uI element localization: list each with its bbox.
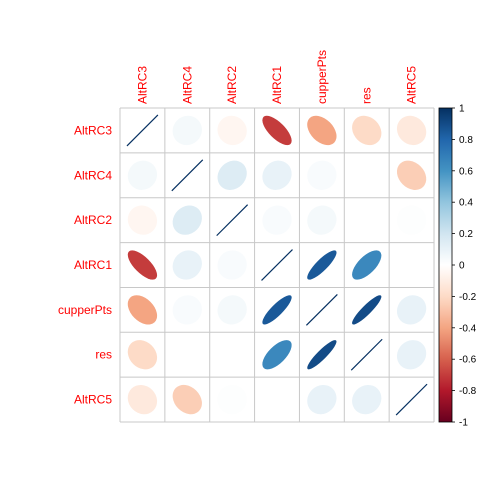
- row-label-AltRC4: AltRC4: [74, 168, 112, 182]
- cell-res-AltRC4: [172, 340, 202, 370]
- cell-AltRC2-AltRC2: [216, 204, 249, 237]
- cell-AltRC5-res: [352, 384, 382, 415]
- cell-AltRC4-AltRC3: [127, 160, 158, 190]
- cell-cupperPts-cupperPts: [305, 293, 338, 326]
- cell-res-AltRC5: [396, 340, 427, 370]
- colorbar-gradient: [438, 107, 453, 423]
- cell-AltRC1-res: [352, 250, 382, 280]
- row-label-AltRC3: AltRC3: [74, 123, 112, 137]
- cell-AltRC5-AltRC1: [262, 384, 292, 415]
- row-label-AltRC2: AltRC2: [74, 213, 112, 227]
- column-label-AltRC2: AltRC2: [225, 66, 239, 104]
- row-labels: AltRC3 AltRC4 AltRC2 AltRC1 cupperPts res AltR…: [58, 123, 112, 406]
- colorbar-tick-label: 0.8: [459, 135, 473, 146]
- colorbar-tick-label: 0.4: [459, 198, 473, 209]
- cell-AltRC3-AltRC4: [172, 115, 202, 146]
- cell-AltRC4-AltRC1: [262, 160, 292, 190]
- cell-AltRC1-cupperPts: [307, 250, 337, 280]
- colorbar-tick-label: -0.6: [459, 355, 477, 366]
- cell-res-res: [350, 338, 383, 371]
- cell-AltRC1-AltRC5: [396, 250, 427, 280]
- column-label-cupperPts: cupperPts: [315, 50, 329, 104]
- cell-AltRC3-cupperPts: [307, 115, 337, 146]
- cell-AltRC5-AltRC2: [217, 384, 247, 415]
- row-label-AltRC1: AltRC1: [74, 258, 112, 272]
- colorbar-tick-label: -0.8: [459, 386, 477, 397]
- correlation-cells: [119, 107, 435, 423]
- cell-res-AltRC2: [217, 340, 247, 370]
- cell-cupperPts-AltRC1: [262, 295, 292, 325]
- cell-AltRC2-AltRC3: [127, 205, 158, 235]
- row-label-cupperPts: cupperPts: [58, 303, 112, 317]
- cell-AltRC4-res: [352, 160, 382, 190]
- cell-AltRC1-AltRC1: [261, 249, 293, 281]
- cell-AltRC5-cupperPts: [307, 384, 337, 415]
- column-label-AltRC4: AltRC4: [180, 66, 194, 104]
- column-label-AltRC3: AltRC3: [135, 66, 149, 104]
- cell-cupperPts-AltRC4: [172, 295, 202, 325]
- column-label-AltRC1: AltRC1: [270, 66, 284, 104]
- cell-res-cupperPts: [307, 340, 337, 370]
- cell-cupperPts-AltRC2: [217, 295, 247, 325]
- cell-AltRC2-cupperPts: [307, 205, 337, 235]
- cell-cupperPts-AltRC5: [396, 295, 427, 325]
- colorbar-tick-label: 0.2: [459, 229, 473, 240]
- colorbar-tick-label: 1: [459, 104, 465, 115]
- cell-AltRC3-AltRC1: [262, 115, 292, 146]
- cell-AltRC5-AltRC4: [172, 384, 202, 415]
- row-label-res: res: [95, 348, 112, 362]
- cell-cupperPts-AltRC3: [127, 295, 158, 325]
- colorbar-tick-label: -0.4: [459, 323, 477, 334]
- colorbar-tick-label: -1: [459, 418, 468, 429]
- cell-AltRC2-AltRC5: [396, 205, 427, 235]
- cell-cupperPts-res: [352, 295, 382, 325]
- column-label-res: res: [360, 87, 374, 104]
- colorbar: 1 0.8 0.6 0.4 0.2 0 -0.2 -0.4 -0.6 -0.8 -1: [438, 104, 477, 429]
- colorbar-tick-label: 0.6: [459, 166, 473, 177]
- cell-AltRC4-AltRC2: [217, 160, 247, 190]
- cell-AltRC4-AltRC4: [171, 159, 204, 192]
- column-labels: AltRC3 AltRC4 AltRC2 AltRC1 cupperPts res AltR…: [135, 50, 418, 104]
- cell-AltRC4-AltRC5: [396, 160, 427, 190]
- cell-AltRC4-cupperPts: [307, 160, 337, 190]
- cell-AltRC5-AltRC5: [395, 383, 428, 416]
- cell-res-AltRC1: [262, 340, 292, 370]
- colorbar-tick-label: 0: [459, 261, 465, 272]
- cell-AltRC2-res: [352, 205, 382, 235]
- row-label-AltRC5: AltRC5: [74, 393, 112, 407]
- cell-AltRC3-res: [352, 115, 382, 146]
- column-label-AltRC5: AltRC5: [405, 66, 419, 104]
- cell-AltRC1-AltRC3: [127, 250, 158, 280]
- cell-AltRC1-AltRC2: [217, 250, 247, 280]
- cell-AltRC3-AltRC2: [217, 115, 247, 146]
- cell-AltRC5-AltRC3: [127, 384, 158, 415]
- cell-AltRC2-AltRC4: [172, 205, 202, 235]
- cell-res-AltRC3: [127, 340, 158, 370]
- cell-AltRC1-AltRC4: [172, 250, 202, 280]
- cell-AltRC3-AltRC3: [126, 114, 159, 147]
- cell-AltRC2-AltRC1: [262, 205, 292, 235]
- colorbar-tick-label: -0.2: [459, 292, 477, 303]
- cell-AltRC3-AltRC5: [396, 115, 427, 146]
